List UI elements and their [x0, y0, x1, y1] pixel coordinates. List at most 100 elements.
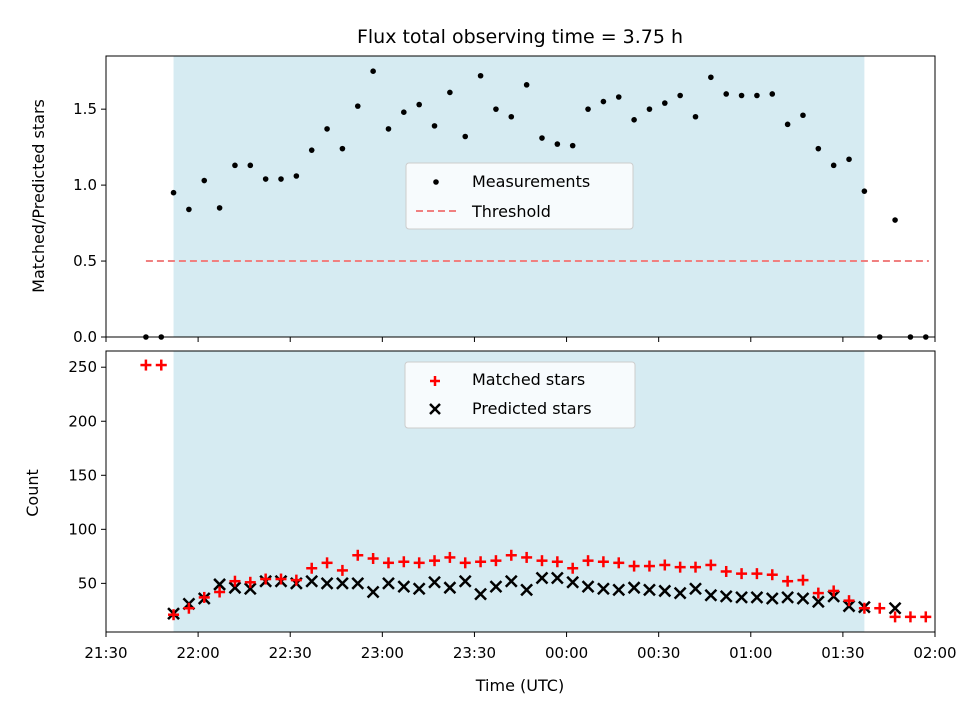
predicted-star-marker [689, 582, 702, 596]
measurement-point [216, 205, 223, 211]
measurement-point [846, 156, 852, 163]
predicted-star-marker [750, 591, 764, 604]
predicted-star-marker [504, 574, 518, 588]
measurement-point [861, 188, 868, 194]
matched-star-marker [628, 560, 640, 572]
predicted-star-marker [888, 601, 902, 615]
bottom-legend-box [404, 361, 636, 429]
measurement-point [662, 100, 668, 106]
matched-star-marker [904, 611, 916, 623]
matched-star-marker [183, 602, 195, 614]
matched-star-marker [459, 557, 471, 569]
predicted-star-marker [658, 584, 672, 598]
bottom-legend: Matched stars Predicted stars [404, 361, 636, 429]
measurement-point [631, 116, 637, 123]
bottom-y-tick-label: 100 [68, 520, 97, 538]
predicted-star-marker [351, 576, 365, 590]
measurement-point [830, 162, 837, 169]
measurement-point [324, 126, 330, 132]
measurement-point [892, 217, 898, 223]
measurement-point [308, 147, 315, 153]
x-tick-label: 00:30 [637, 644, 680, 662]
measurement-point [477, 72, 484, 79]
measurement-point [692, 113, 699, 120]
x-tick-label: 00:00 [545, 644, 588, 662]
measurement-point [201, 177, 208, 184]
bottom-axes-frame [105, 350, 936, 633]
measurement-point [186, 206, 192, 213]
bottom-y-axis-label: Count [23, 469, 42, 517]
predicted-star-marker [489, 580, 503, 593]
predicted-star-marker [305, 574, 319, 588]
matched-star-marker [782, 575, 794, 587]
matched-star-marker [521, 551, 533, 563]
predicted-star-marker [336, 576, 349, 590]
top-panel: Flux total observing time = 3.75 h 0.00.… [29, 26, 936, 346]
matched-star-marker [812, 587, 824, 599]
measurement-point [416, 101, 422, 108]
top-y-tick-label: 1.0 [73, 176, 97, 194]
matched-star-marker [352, 549, 364, 561]
matched-star-marker [582, 555, 594, 567]
measurement-points [143, 68, 929, 340]
measurement-point [370, 68, 376, 74]
bottom-y-tick-label: 150 [68, 466, 97, 484]
matched-star-marker [398, 556, 410, 568]
predicted-star-marker [228, 581, 242, 595]
x-tick-label: 22:00 [176, 644, 219, 662]
measurement-point [278, 176, 284, 182]
chart-title: Flux total observing time = 3.75 h [357, 26, 683, 48]
matched-star-marker [751, 568, 763, 580]
predicted-star-marker [765, 592, 779, 605]
top-y-axis: 0.0 0.5 1.0 1.5 [73, 100, 106, 346]
matched-star-marker [140, 359, 152, 371]
bottom-panel: 50 100 150 200 250 21:30 22:00 22:30 23:00 23:30… [23, 350, 957, 695]
measurement-point [293, 173, 300, 179]
top-legend-box [405, 162, 634, 230]
measurement-point [493, 106, 499, 112]
measurement-point [262, 176, 269, 182]
count-points [140, 359, 932, 623]
measurement-point [600, 98, 607, 105]
top-x-ticks [105, 337, 936, 342]
x-tick-label: 01:00 [729, 644, 772, 662]
matched-star-marker [858, 602, 870, 614]
matched-star-marker [643, 560, 655, 572]
bottom-x-axis: 21:30 22:00 22:30 23:00 23:30 00:00 00:30 01:00… [84, 632, 957, 662]
matched-star-marker [828, 585, 840, 597]
matched-star-marker [490, 555, 502, 567]
predicted-star-marker [213, 578, 226, 591]
measurement-point [754, 92, 760, 99]
measurement-point [615, 94, 622, 100]
matched-star-marker [444, 551, 456, 563]
matched-star-marker [597, 556, 609, 568]
matched-star-marker [275, 573, 287, 585]
predicted-star-marker [597, 582, 610, 596]
matched-star-marker [505, 549, 517, 561]
measurement-point [523, 82, 530, 88]
predicted-star-marker [443, 581, 457, 595]
x-axis-label: Time (UTC) [475, 676, 564, 695]
bottom-y-tick-label: 250 [68, 358, 97, 376]
matched-star-marker [321, 557, 333, 569]
predicted-star-marker [320, 576, 334, 590]
matched-star-marker [290, 574, 302, 586]
predicted-star-marker [243, 582, 257, 596]
predicted-star-marker [704, 588, 718, 602]
bottom-y-tick-label: 50 [78, 574, 97, 592]
predicted-star-marker [735, 591, 748, 604]
x-tick-label: 22:30 [269, 644, 312, 662]
predicted-star-marker [382, 576, 395, 590]
matched-star-marker [336, 564, 348, 576]
predicted-star-marker [550, 571, 564, 585]
measurement-point [769, 91, 776, 97]
x-tick-label: 02:00 [913, 644, 956, 662]
matched-star-marker [244, 576, 256, 588]
measurement-point [539, 135, 545, 141]
predicted-star-marker [412, 582, 426, 596]
matched-star-marker [874, 602, 886, 614]
top-legend: Measurements Threshold [405, 162, 634, 230]
legend-matched-marker [430, 376, 440, 386]
predicted-star-marker [673, 586, 687, 600]
